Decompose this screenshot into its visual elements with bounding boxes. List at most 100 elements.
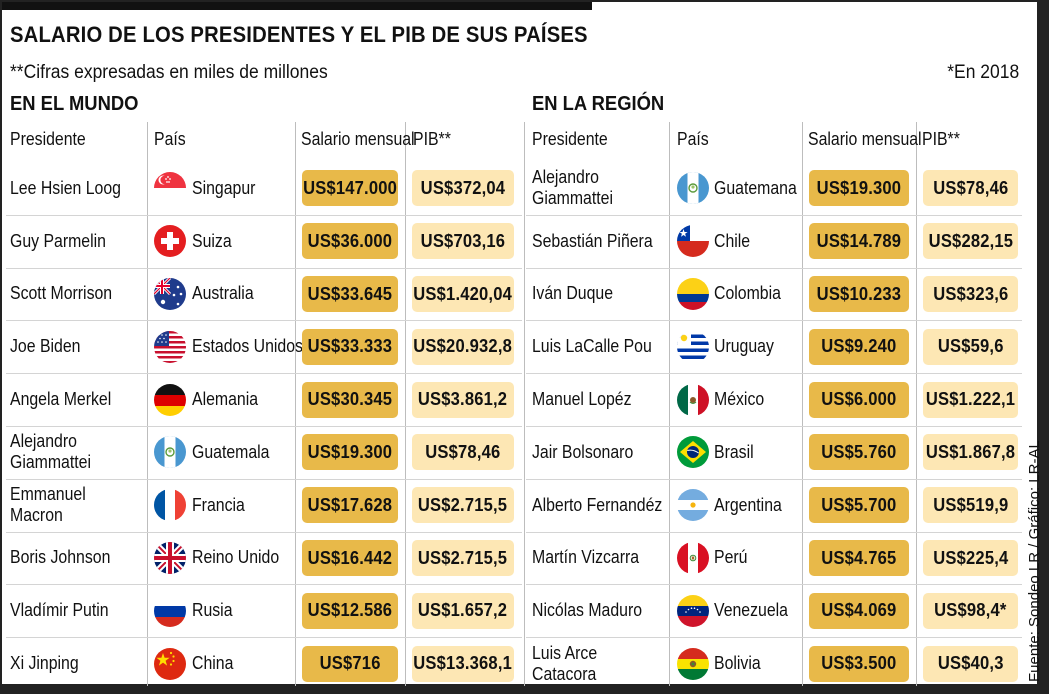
gdp-value: US$98,4* bbox=[923, 592, 1018, 629]
president-cell: Alejandro Giammattei bbox=[532, 162, 682, 215]
salary-text: US$33.645 bbox=[307, 283, 393, 304]
salary-value: US$147.000 bbox=[302, 170, 398, 207]
header-salary: Salario mensual bbox=[808, 129, 922, 149]
president-cell: Joe Biden bbox=[10, 320, 160, 373]
salary-value: US$12.586 bbox=[302, 592, 398, 629]
country-name: Reino Unido bbox=[192, 547, 280, 568]
president-name: Luis LaCalle Pou bbox=[532, 336, 652, 357]
row-divider bbox=[526, 637, 1022, 639]
gdp-text: US$13.368,1 bbox=[413, 653, 513, 674]
gdp-text: US$98,4* bbox=[934, 600, 1007, 621]
row-divider bbox=[6, 373, 522, 375]
salary-text: US$5.760 bbox=[821, 441, 897, 462]
president-name: Guy Parmelin bbox=[10, 230, 106, 251]
country-cell: Guatemala bbox=[192, 426, 280, 479]
country-name: Uruguay bbox=[714, 336, 774, 357]
mexico-flag-icon bbox=[677, 383, 709, 416]
president-cell: Alejandro Giammattei bbox=[10, 426, 160, 479]
source-credit: Fuente: Sondeo LR / Gráfico: LR-AL bbox=[1026, 440, 1043, 682]
president-name: Vladímir Putin bbox=[10, 600, 109, 621]
president-cell: Manuel Lopéz bbox=[532, 373, 682, 426]
president-name: Alberto Fernandéz bbox=[532, 494, 663, 515]
gdp-value: US$20.932,8 bbox=[412, 328, 514, 365]
guatemala-flag-icon bbox=[677, 172, 709, 205]
president-name: Nicólas Maduro bbox=[532, 600, 643, 621]
president-name: Sebastián Piñera bbox=[532, 230, 653, 251]
president-cell: Luis LaCalle Pou bbox=[532, 320, 682, 373]
row-divider bbox=[526, 531, 1022, 533]
right-border bbox=[1037, 2, 1047, 692]
president-name: Martín Vizcarra bbox=[532, 547, 640, 568]
country-cell: Reino Unido bbox=[192, 532, 291, 585]
country-cell: Perú bbox=[714, 532, 752, 585]
salary-value: US$716 bbox=[302, 645, 398, 682]
gdp-text: US$519,9 bbox=[932, 494, 1009, 515]
salary-text: US$14.789 bbox=[816, 230, 902, 251]
bottom-border bbox=[2, 684, 1047, 692]
header-gdp: PIB** bbox=[922, 129, 960, 149]
gdp-value: US$323,6 bbox=[923, 276, 1018, 312]
salary-text: US$147.000 bbox=[303, 177, 397, 198]
president-name: Iván Duque bbox=[532, 283, 614, 304]
top-bar bbox=[2, 2, 592, 10]
singapore-flag-icon bbox=[154, 172, 186, 205]
salary-value: US$5.760 bbox=[809, 434, 909, 471]
gdp-value: US$703,16 bbox=[412, 223, 514, 260]
gdp-text: US$40,3 bbox=[937, 653, 1004, 674]
header-president: Presidente bbox=[532, 129, 608, 149]
president-cell: Emmanuel Macron bbox=[10, 479, 160, 532]
row-divider bbox=[6, 478, 522, 480]
salary-value: US$33.333 bbox=[302, 328, 398, 365]
salary-value: US$5.700 bbox=[809, 487, 909, 524]
country-cell: Estados Unidos bbox=[192, 320, 318, 373]
gdp-value: US$2.715,5 bbox=[412, 540, 514, 576]
president-name: Luis Arce Catacora bbox=[532, 642, 598, 684]
row-divider bbox=[526, 426, 1022, 427]
country-name: Brasil bbox=[714, 441, 754, 462]
row-divider bbox=[526, 214, 1022, 216]
president-name: Alejandro Giammattei bbox=[10, 431, 91, 473]
salary-value: US$16.442 bbox=[302, 540, 398, 576]
subtitle: **Cifras expresadas en miles de millones bbox=[10, 62, 328, 83]
row-divider bbox=[6, 531, 522, 533]
column-divider bbox=[295, 122, 296, 686]
uk-flag-icon bbox=[154, 542, 186, 574]
salary-value: US$4.069 bbox=[809, 592, 909, 629]
country-cell: Brasil bbox=[714, 426, 759, 479]
country-name: México bbox=[714, 389, 765, 410]
president-cell: Iván Duque bbox=[532, 268, 682, 321]
gdp-text: US$372,04 bbox=[420, 177, 506, 198]
switzerland-flag-icon bbox=[154, 225, 186, 258]
president-cell: Guy Parmelin bbox=[10, 215, 160, 268]
country-cell: China bbox=[192, 637, 239, 690]
year-note: *En 2018 bbox=[947, 62, 1019, 83]
gdp-value: US$59,6 bbox=[923, 328, 1018, 365]
country-name: Colombia bbox=[714, 283, 781, 304]
gdp-value: US$372,04 bbox=[412, 170, 514, 207]
salary-value: US$4.765 bbox=[809, 540, 909, 576]
gdp-text: US$3.861,2 bbox=[418, 389, 508, 410]
country-cell: Rusia bbox=[192, 584, 238, 637]
salary-text: US$19.300 bbox=[816, 177, 902, 198]
country-cell: Venezuela bbox=[714, 584, 798, 637]
salary-value: US$19.300 bbox=[302, 434, 398, 471]
header-country: País bbox=[677, 129, 709, 149]
gdp-value: US$1.657,2 bbox=[412, 592, 514, 629]
president-cell: Sebastián Piñera bbox=[532, 215, 682, 268]
gdp-value: US$40,3 bbox=[923, 645, 1018, 682]
salary-text: US$36.000 bbox=[307, 230, 393, 251]
president-cell: Scott Morrison bbox=[10, 268, 160, 321]
section-title-world: EN EL MUNDO bbox=[10, 93, 139, 115]
gdp-value: US$78,46 bbox=[412, 434, 514, 471]
row-divider bbox=[6, 214, 522, 216]
gdp-text: US$2.715,5 bbox=[418, 494, 508, 515]
gdp-text: US$323,6 bbox=[932, 283, 1009, 304]
column-divider bbox=[405, 122, 406, 686]
country-cell: Singapur bbox=[192, 162, 264, 215]
peru-flag-icon bbox=[677, 542, 709, 574]
salary-text: US$30.345 bbox=[307, 389, 393, 410]
country-cell: Suiza bbox=[192, 215, 237, 268]
country-name: Guatemala bbox=[192, 441, 270, 462]
country-cell: Bolivia bbox=[714, 637, 767, 690]
gdp-text: US$1.222,1 bbox=[925, 389, 1016, 410]
